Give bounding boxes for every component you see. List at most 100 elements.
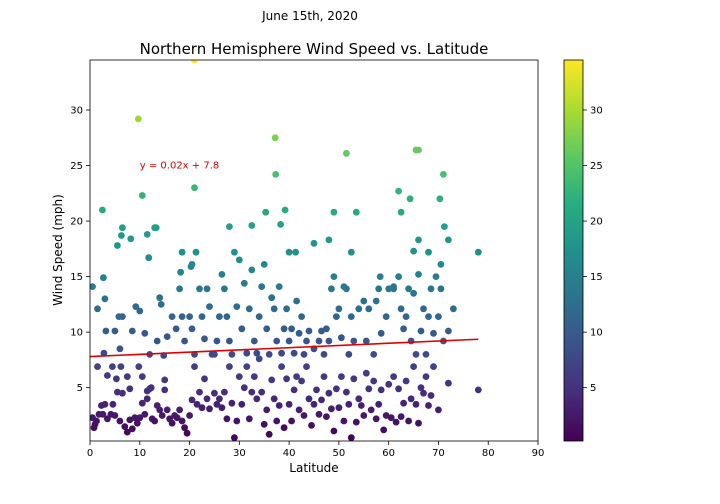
data-point: [295, 329, 303, 337]
data-point: [335, 305, 343, 313]
data-point: [385, 285, 393, 293]
data-point: [425, 248, 432, 256]
data-point: [278, 349, 285, 357]
data-point: [94, 305, 101, 313]
data-point: [390, 373, 397, 380]
x-tick-label: 60: [382, 448, 395, 459]
data-point: [360, 412, 368, 419]
data-point: [410, 363, 417, 370]
data-point: [186, 412, 194, 419]
data-point: [333, 385, 340, 393]
data-point: [300, 412, 308, 419]
data-point: [100, 274, 107, 282]
data-point: [255, 313, 263, 320]
y-axis-label: Wind Speed (mph): [51, 194, 65, 306]
data-point: [278, 363, 285, 370]
data-point: [277, 221, 284, 228]
data-point: [143, 231, 151, 238]
data-point: [382, 313, 390, 320]
data-point: [303, 337, 310, 345]
data-point: [436, 195, 444, 203]
data-point: [136, 307, 144, 315]
data-point: [362, 337, 370, 345]
colorbar-tick-label: 15: [590, 272, 603, 283]
data-point: [191, 363, 198, 370]
x-tick-label: 10: [133, 448, 146, 459]
data-point: [134, 115, 142, 123]
data-point: [415, 236, 422, 244]
data-point: [330, 208, 338, 216]
data-point: [343, 388, 350, 396]
data-point: [400, 399, 407, 407]
data-point: [119, 224, 126, 232]
data-point: [93, 417, 100, 425]
data-point: [109, 400, 117, 408]
data-point: [168, 419, 176, 427]
data-point: [273, 337, 281, 345]
data-point: [240, 384, 248, 392]
data-point: [315, 337, 323, 345]
data-point: [102, 327, 110, 335]
data-point: [290, 386, 298, 394]
data-point: [178, 313, 186, 320]
data-point: [228, 351, 236, 358]
data-point: [288, 417, 295, 425]
data-point: [323, 413, 330, 420]
data-point: [397, 305, 405, 313]
data-point: [395, 187, 402, 195]
data-point: [248, 388, 256, 396]
data-point: [258, 283, 266, 290]
data-point: [127, 235, 135, 243]
data-point: [343, 285, 350, 293]
data-point: [437, 285, 445, 293]
data-point: [223, 415, 231, 423]
data-point: [206, 303, 213, 310]
data-point: [141, 410, 149, 418]
data-point: [196, 285, 203, 293]
data-point: [360, 297, 368, 305]
data-point: [216, 313, 223, 320]
data-point: [430, 363, 437, 370]
colorbar-tick-label: 25: [590, 161, 603, 172]
data-point: [141, 329, 149, 337]
data-point: [151, 224, 159, 232]
data-point: [300, 351, 308, 358]
colorbar: 5 10 15 20 25 30: [563, 59, 603, 442]
data-point: [410, 247, 417, 255]
data-point: [101, 295, 109, 303]
data-point: [111, 412, 119, 419]
data-point: [161, 376, 169, 384]
data-point: [238, 400, 246, 408]
data-point: [375, 285, 383, 293]
data-point: [119, 313, 126, 320]
data-point: [417, 327, 425, 335]
data-point: [415, 146, 422, 154]
y-tick-label: 5: [77, 383, 83, 394]
data-point: [325, 389, 333, 397]
data-point: [445, 236, 452, 244]
y-axis: 5 10 15 20 25 30: [70, 105, 90, 394]
data-point: [415, 271, 422, 278]
data-point: [323, 325, 330, 333]
data-point: [343, 149, 350, 157]
data-point: [440, 171, 447, 178]
data-point: [305, 327, 313, 335]
data-point: [114, 242, 121, 249]
data-point: [290, 349, 298, 357]
y-tick-label: 20: [70, 217, 83, 228]
data-point: [243, 363, 251, 370]
data-point: [101, 400, 109, 408]
data-point: [253, 395, 261, 403]
data-point: [260, 420, 268, 428]
data-point: [338, 334, 345, 342]
data-point: [330, 273, 338, 280]
data-point: [255, 355, 263, 363]
data-point: [402, 313, 410, 320]
data-point: [245, 305, 253, 313]
data-point: [188, 325, 196, 333]
x-tick-label: 80: [482, 448, 495, 459]
x-axis-label: Latitude: [289, 461, 338, 475]
data-point: [136, 414, 144, 422]
data-point: [425, 313, 432, 320]
